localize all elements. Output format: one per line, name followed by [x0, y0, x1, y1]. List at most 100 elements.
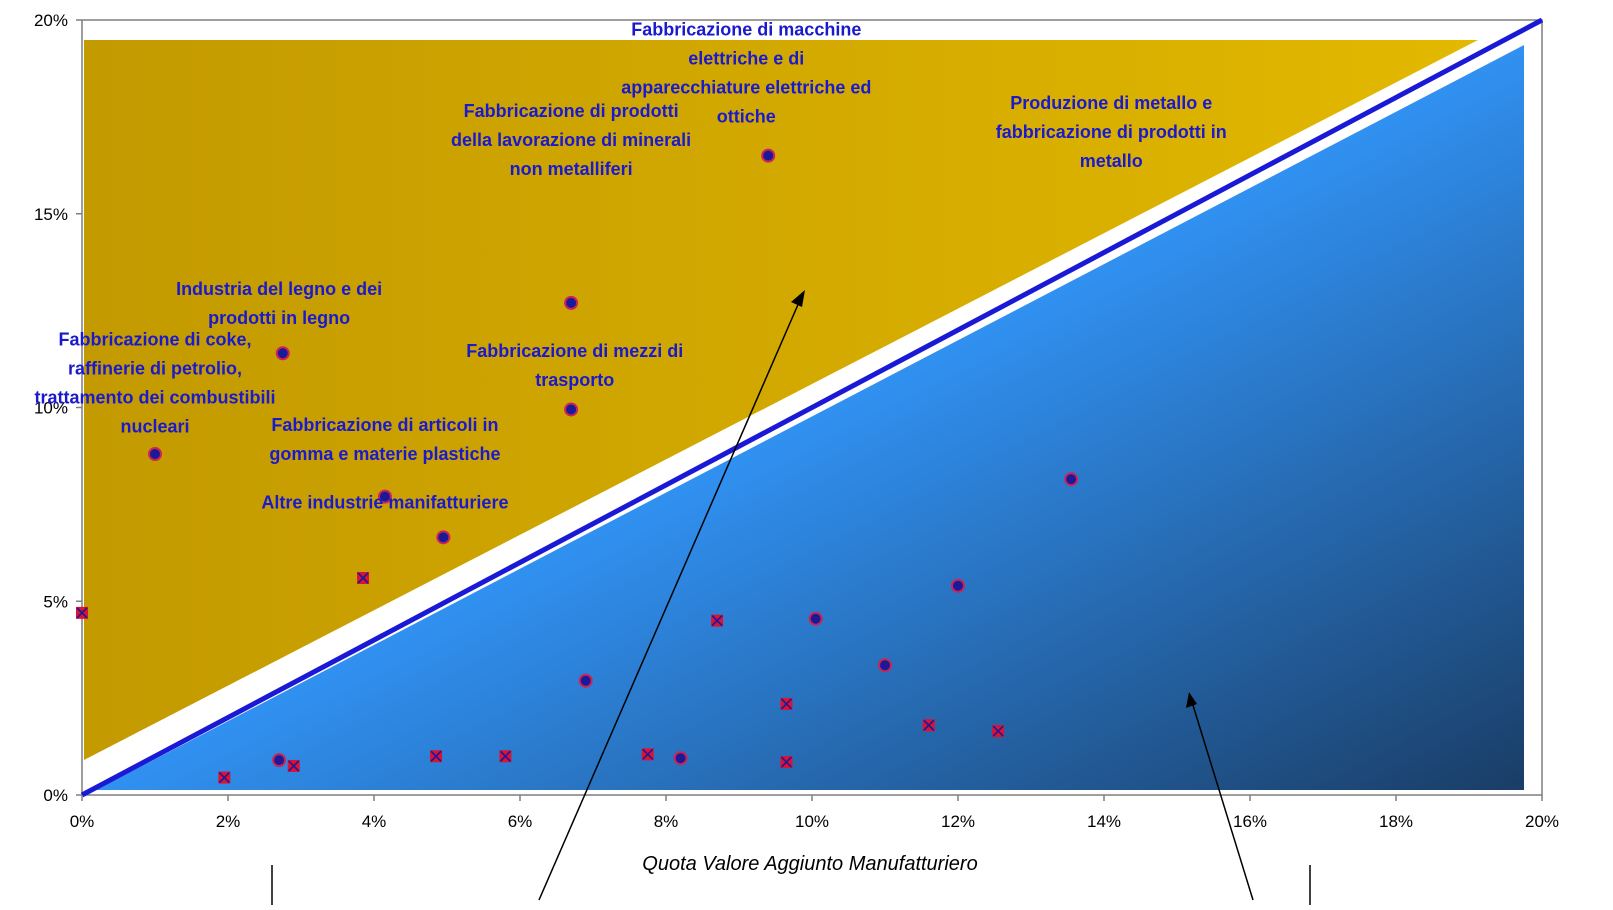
y-tick-label: 0% — [43, 786, 68, 805]
annotation-line: trasporto — [535, 370, 614, 390]
arrow-line — [538, 299, 801, 901]
annotation-line: Fabbricazione di macchine — [631, 20, 861, 40]
data-points — [76, 148, 1079, 784]
background-regions — [84, 40, 1524, 790]
data-point — [436, 530, 451, 545]
lower-region — [96, 45, 1524, 790]
y-tick-label: 5% — [43, 592, 68, 611]
annotation-line: nucleari — [120, 417, 189, 437]
y-tick-label: 10% — [34, 399, 68, 418]
data-point — [148, 447, 162, 461]
x-tick-label: 0% — [70, 812, 95, 831]
data-point — [761, 148, 776, 163]
x-axis: 0% 2% 4% 6% 8% 10% 12% 14% 16% 18% 20% — [70, 795, 1559, 831]
annotation-line: gomma e materie plastiche — [269, 444, 500, 464]
data-point-x-stroke — [711, 615, 723, 627]
data-point-x-stroke — [780, 756, 793, 768]
annotation-line: apparecchiature elettriche ed — [621, 78, 871, 98]
data-point-x-stroke — [992, 725, 1004, 737]
data-point — [564, 295, 579, 310]
annotation-label: Fabbricazione di macchine elettriche e di… — [621, 20, 871, 127]
data-point — [272, 753, 287, 768]
annotation-line: metallo — [1080, 151, 1143, 171]
annotation-line: elettriche e di — [688, 49, 804, 69]
x-tick-label: 18% — [1379, 812, 1413, 831]
data-point-x-stroke — [923, 719, 935, 731]
diagonal-line-group — [80, 17, 1544, 798]
annotation-line: Fabbricazione di articoli in — [271, 415, 498, 435]
data-point-x — [499, 750, 512, 763]
x-tick-label: 12% — [941, 812, 975, 831]
annotation-line: Produzione di metallo e — [1010, 93, 1212, 113]
annotation-label: Industria del legno e dei prodotti in leg… — [176, 279, 382, 328]
data-point-x — [992, 725, 1005, 738]
annotation-label: Produzione di metallo e fabbricazione di … — [996, 93, 1227, 171]
arrow-head-icon — [791, 290, 805, 307]
data-point-x — [922, 719, 935, 732]
annotation-line: Altre industrie manifatturiere — [261, 492, 508, 512]
data-point — [673, 751, 688, 766]
x-tick-label: 20% — [1525, 812, 1559, 831]
x-tick-label: 6% — [508, 812, 533, 831]
y-tick-label: 15% — [34, 205, 68, 224]
annotation-line: Fabbricazione di mezzi di — [466, 341, 683, 361]
arrow-line — [1191, 701, 1254, 901]
data-point-x-stroke — [76, 607, 88, 619]
annotation-line: Fabbricazione di coke, — [58, 330, 251, 350]
annotations: Fabbricazione di macchine elettriche e di… — [34, 20, 1226, 513]
data-point-x-stroke — [288, 760, 300, 772]
annotation-line: prodotti in legno — [208, 308, 350, 328]
data-point — [377, 489, 392, 504]
data-point — [808, 611, 823, 626]
annotation-line: fabbricazione di prodotti in — [996, 122, 1227, 142]
data-point — [1064, 472, 1079, 487]
x-tick-label: 16% — [1233, 812, 1267, 831]
annotation-label: Fabbricazione di articoli in gomma e mate… — [269, 415, 500, 464]
annotation-line: Industria del legno e dei — [176, 279, 382, 299]
annotation-line: Fabbricazione di prodotti — [464, 101, 679, 121]
data-point — [578, 673, 593, 688]
data-point-x-stroke — [430, 750, 442, 762]
upper-region — [84, 40, 1478, 760]
data-point-x — [357, 572, 370, 584]
data-point-x-stroke — [357, 572, 369, 584]
annotation-label: Fabbricazione di coke, raffinerie di petr… — [34, 330, 275, 437]
annotation-line: non metalliferi — [510, 159, 633, 179]
annotation-line: della lavorazione di minerali — [451, 130, 691, 150]
data-point-x — [287, 759, 300, 772]
x-tick-label: 4% — [362, 812, 387, 831]
data-point-x — [218, 771, 231, 784]
y-axis: 0% 5% 10% 15% 20% — [34, 11, 82, 805]
data-point — [951, 578, 965, 593]
annotation-line: trattamento dei combustibili — [34, 388, 275, 408]
data-point-x-stroke — [499, 750, 511, 762]
data-point-x — [780, 697, 793, 710]
data-point — [564, 402, 579, 417]
x-tick-label: 10% — [795, 812, 829, 831]
x-tick-label: 2% — [216, 812, 241, 831]
x-axis-title: Quota Valore Aggiunto Manufatturiero — [642, 853, 977, 875]
data-point-x — [76, 606, 88, 619]
data-point-x — [711, 614, 724, 627]
annotation-label: Fabbricazione di mezzi di trasporto — [466, 341, 683, 390]
x-tick-label: 8% — [654, 812, 679, 831]
annotation-label: Fabbricazione di prodotti della lavorazio… — [451, 101, 691, 179]
annotation-label: Altre industrie manifatturiere — [261, 492, 508, 512]
data-point-x — [641, 748, 654, 761]
arrow-head-icon — [1186, 692, 1197, 708]
data-point-x — [780, 756, 793, 769]
data-point-x — [430, 750, 443, 763]
x-tick-label: 14% — [1087, 812, 1121, 831]
data-point-x-stroke — [642, 748, 654, 760]
diagonal-line — [80, 17, 1544, 798]
data-point-x-stroke — [780, 698, 793, 710]
data-point — [878, 658, 892, 673]
annotation-arrows — [271, 290, 1311, 905]
data-point — [275, 346, 290, 361]
annotation-line: ottiche — [717, 107, 776, 127]
annotation-line: raffinerie di petrolio, — [68, 359, 242, 379]
data-point-x-stroke — [218, 771, 230, 784]
y-tick-label: 20% — [34, 11, 68, 30]
